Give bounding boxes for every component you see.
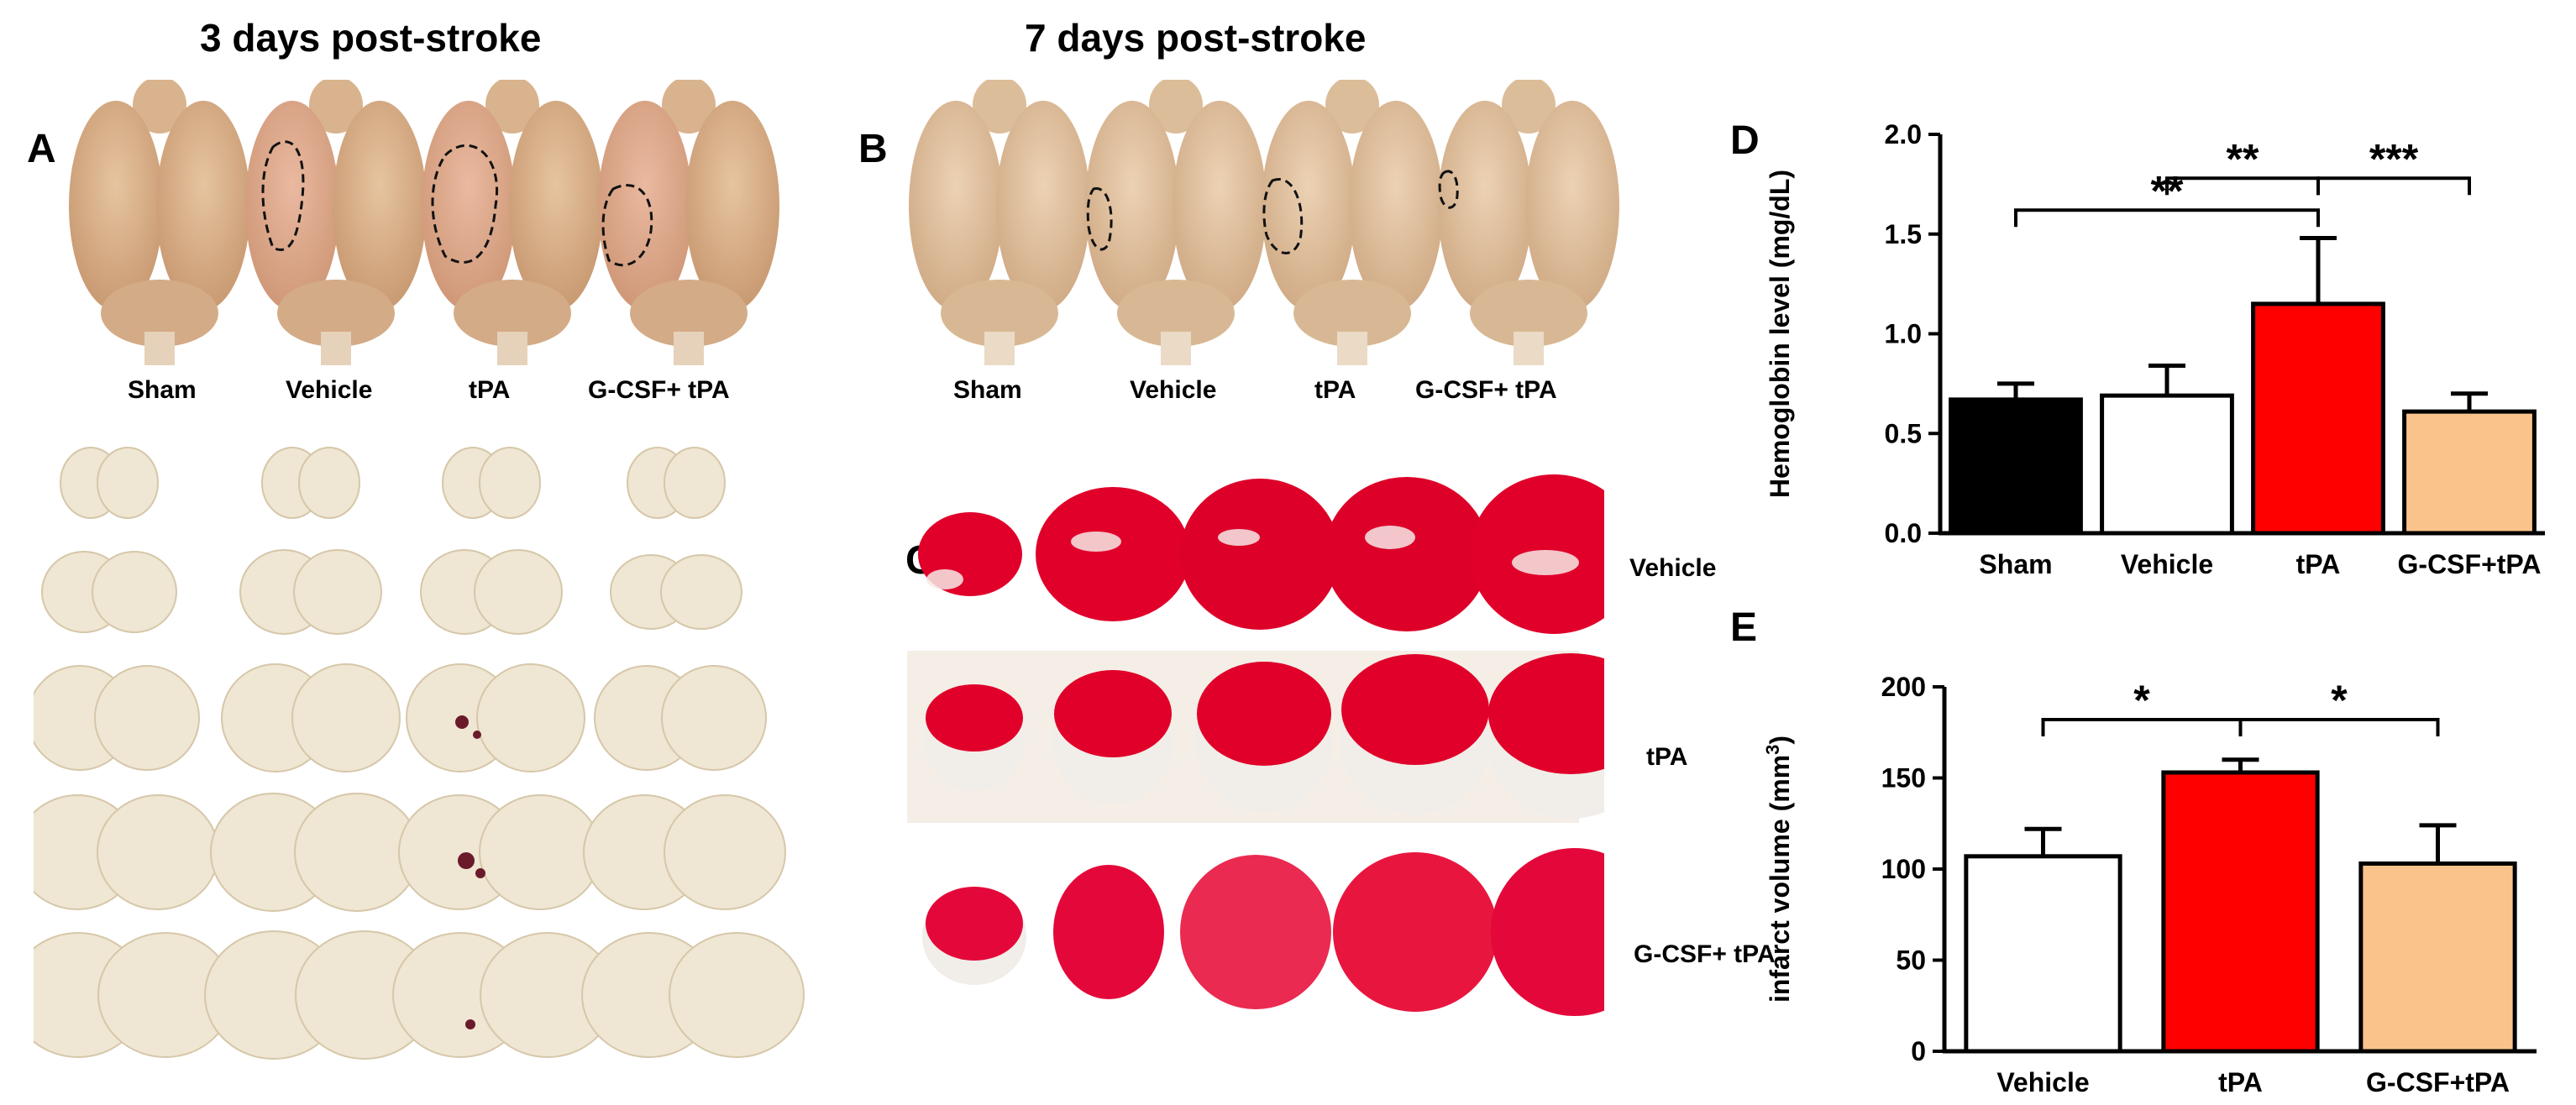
significance-bracket [2316, 176, 2471, 196]
brain-sham-7d [909, 80, 1090, 365]
bar-g-csf-tpa [2402, 409, 2537, 536]
bar-g-csf-tpa [2358, 861, 2517, 1054]
significance-label: * [2133, 677, 2150, 724]
ttc-label-tpa: tPA [1646, 743, 1688, 771]
ttc-label-vehicle: Vehicle [1629, 554, 1717, 582]
y-tick-label: 100 [1881, 854, 1926, 884]
y-tick-label: 0 [1911, 1036, 1926, 1066]
bar-vehicle [2100, 393, 2234, 536]
label-a-sham: Sham [128, 376, 197, 404]
chart-d-hemoglobin: 0.0 0.5 1.0 1.5 2.0 Sham Vehicle tPA G-CSF+tPA He… [1765, 119, 2545, 579]
label-b-vehicle: Vehicle [1130, 376, 1217, 404]
y-tick-label: 2.0 [1885, 119, 1922, 149]
title-7-days: 7 days post-stroke [1025, 16, 1367, 60]
ttc-label-gcsf-tpa: G-CSF+ tPA [1634, 940, 1776, 968]
title-3-days: 3 days post-stroke [200, 16, 542, 60]
x-category-label: tPA [2296, 549, 2341, 579]
y-tick-label: 0.0 [1885, 518, 1922, 548]
y-tick-label: 50 [1896, 945, 1926, 976]
bar-tpa [2251, 301, 2385, 536]
y-tick-label: 0.5 [1885, 418, 1922, 448]
y-tick-label: 1.5 [1885, 219, 1922, 249]
ttc-slices-photo [907, 474, 1604, 1016]
y-axis-label: Hemoglobin level (mg/dL) [1765, 170, 1795, 498]
significance-bracket [2238, 718, 2440, 737]
label-b-gcsf-tpa: G-CSF+ tPA [1415, 376, 1557, 404]
brain-tpa-3d [422, 80, 603, 365]
label-a-tpa: tPA [469, 376, 511, 404]
y-tick-label: 200 [1881, 672, 1926, 702]
brain-tpa-7d [1262, 80, 1443, 365]
x-category-label: Sham [1979, 549, 2052, 579]
bar-sham [1949, 397, 2083, 536]
brain-gcsf-tpa-7d [1438, 80, 1619, 365]
panel-letter-a: A [27, 127, 56, 171]
panel-letter-e: E [1730, 605, 1758, 650]
label-a-vehicle: Vehicle [286, 376, 373, 404]
brains-7-days-photo [909, 80, 1619, 365]
significance-label: *** [2369, 135, 2419, 182]
label-b-tpa: tPA [1314, 376, 1356, 404]
brain-gcsf-tpa-3d [598, 80, 779, 365]
panel-letter-b: B [858, 127, 888, 171]
bar-tpa [2161, 770, 2320, 1054]
ttc-row-tpa [924, 653, 1604, 819]
panel-letter-d: D [1730, 118, 1760, 163]
significance-bracket [2014, 208, 2320, 228]
ttc-row-gcsf-tpa [922, 848, 1604, 1016]
significance-label: ** [2227, 135, 2259, 182]
x-category-label: tPA [2218, 1067, 2263, 1097]
y-axis-label: infarct volume (mm3) [1762, 736, 1795, 1003]
x-category-label: G-CSF+tPA [2398, 549, 2542, 579]
slices-3-days-photo [34, 447, 805, 1060]
bar-vehicle [1964, 854, 2122, 1054]
chart-e-infarct-volume: 0 50 100 150 200 Vehicle tPA G-CSF+tPA infarct v… [1762, 672, 2537, 1097]
x-category-label: Vehicle [1996, 1067, 2089, 1097]
brain-sham-3d [69, 80, 250, 365]
x-category-label: Vehicle [2121, 549, 2213, 579]
brain-vehicle-3d [245, 80, 427, 365]
brain-vehicle-7d [1085, 80, 1267, 365]
label-b-sham: Sham [953, 376, 1022, 404]
ttc-row-vehicle [918, 474, 1604, 634]
x-category-label: G-CSF+tPA [2366, 1067, 2510, 1097]
brains-3-days-photo [69, 80, 779, 365]
y-tick-label: 150 [1881, 763, 1926, 793]
label-a-gcsf-tpa: G-CSF+ tPA [588, 376, 730, 404]
y-tick-label: 1.0 [1885, 319, 1922, 349]
significance-label: * [2331, 677, 2348, 724]
